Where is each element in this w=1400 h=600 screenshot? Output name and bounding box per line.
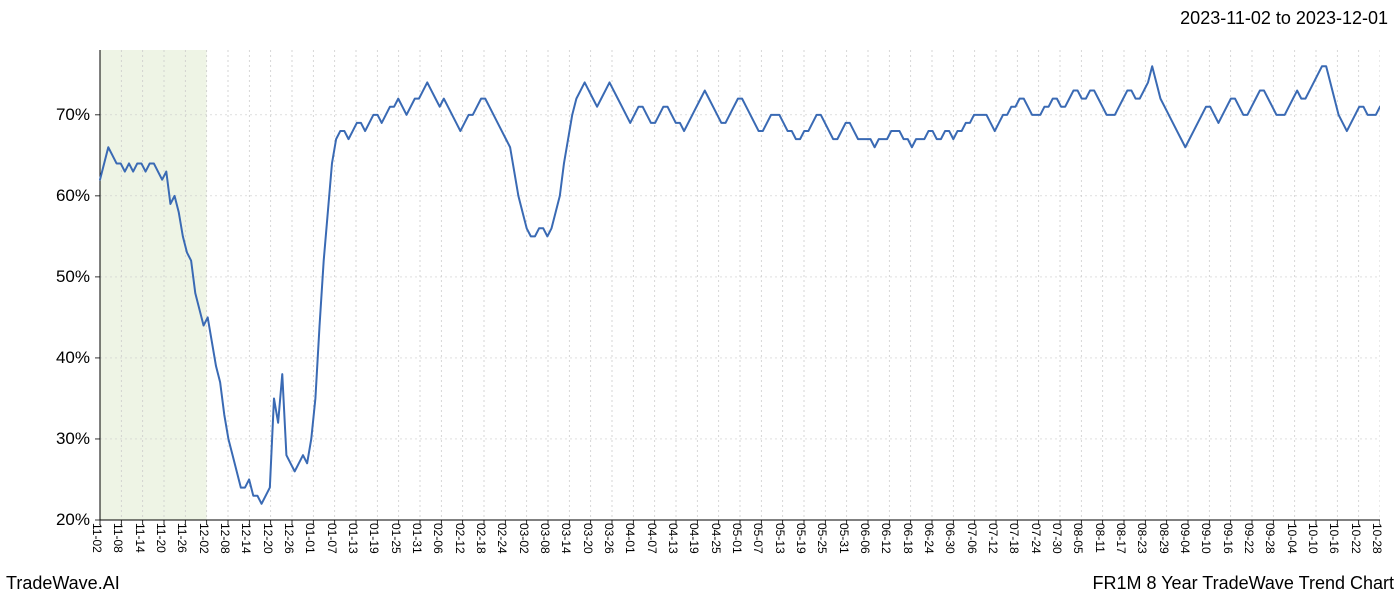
y-axis-tick-label: 70% [10,105,90,125]
trend-chart [100,50,1380,520]
x-axis-tick-label: 10-04 [1285,523,1299,554]
x-axis-tick-label: 07-30 [1050,523,1064,554]
x-axis-tick-label: 09-22 [1242,523,1256,554]
x-axis-tick-label: 05-01 [730,523,744,554]
x-axis-tick-label: 05-31 [837,523,851,554]
y-axis-tick-label: 50% [10,267,90,287]
x-axis-tick-label: 08-17 [1114,523,1128,554]
x-axis-tick-label: 07-12 [986,523,1000,554]
x-axis-tick-label: 11-26 [175,523,189,553]
y-axis-tick-label: 30% [10,429,90,449]
x-axis-tick-label: 03-02 [517,523,531,554]
x-axis-tick-label: 09-16 [1221,523,1235,554]
x-axis-tick-label: 11-14 [133,523,147,553]
x-axis-tick-label: 06-12 [879,523,893,554]
x-axis-tick-label: 07-18 [1007,523,1021,554]
x-axis-tick-label: 10-28 [1370,523,1384,554]
y-axis-tick-label: 40% [10,348,90,368]
x-axis-tick-label: 12-08 [218,523,232,554]
x-axis-tick-label: 01-01 [303,523,317,554]
x-axis-tick-label: 01-07 [325,523,339,554]
x-axis-tick-label: 06-06 [858,523,872,554]
x-axis-tick-label: 12-26 [282,523,296,554]
x-axis-tick-label: 06-18 [901,523,915,554]
x-axis-tick-label: 10-22 [1349,523,1363,554]
x-axis-tick-label: 04-01 [623,523,637,554]
y-axis-tick-label: 60% [10,186,90,206]
x-axis-tick-label: 07-06 [965,523,979,554]
x-axis-tick-label: 06-30 [943,523,957,554]
x-axis-tick-label: 03-08 [538,523,552,554]
x-axis-tick-label: 01-13 [346,523,360,554]
x-axis-tick-label: 02-06 [431,523,445,554]
x-axis-tick-label: 08-29 [1157,523,1171,554]
x-axis-tick-label: 04-13 [666,523,680,554]
x-axis-tick-label: 11-20 [154,523,168,553]
x-axis-tick-label: 04-25 [709,523,723,554]
x-axis-tick-label: 03-26 [602,523,616,554]
x-axis-tick-label: 08-11 [1093,523,1107,553]
x-axis-tick-label: 09-28 [1263,523,1277,554]
x-axis-tick-label: 12-14 [239,523,253,554]
x-axis-tick-label: 03-14 [559,523,573,554]
x-axis-tick-label: 01-19 [367,523,381,554]
x-axis-tick-label: 04-07 [645,523,659,554]
x-axis-tick-label: 11-08 [111,523,125,553]
y-axis-tick-label: 20% [10,510,90,530]
x-axis-tick-label: 07-24 [1029,523,1043,554]
x-axis-tick-label: 05-25 [815,523,829,554]
x-axis-tick-label: 05-19 [794,523,808,554]
x-axis-tick-label: 01-25 [389,523,403,554]
x-axis-tick-label: 02-12 [453,523,467,554]
x-axis-tick-label: 12-20 [261,523,275,554]
x-axis-tick-label: 05-07 [751,523,765,554]
x-axis-tick-label: 11-02 [90,523,104,553]
x-axis-tick-label: 06-24 [922,523,936,554]
x-axis-tick-label: 02-24 [495,523,509,554]
x-axis-tick-label: 10-16 [1327,523,1341,554]
chart-svg [94,50,1380,526]
x-axis-tick-label: 08-23 [1135,523,1149,554]
date-range-label: 2023-11-02 to 2023-12-01 [1180,8,1388,29]
x-axis-tick-label: 12-02 [197,523,211,554]
x-axis-tick-label: 01-31 [410,523,424,554]
x-axis-tick-label: 02-18 [474,523,488,554]
x-axis-tick-label: 03-20 [581,523,595,554]
footer-brand: TradeWave.AI [6,573,120,594]
x-axis-tick-label: 10-10 [1306,523,1320,554]
x-axis-tick-label: 08-05 [1071,523,1085,554]
x-axis-tick-label: 05-13 [773,523,787,554]
chart-title: FR1M 8 Year TradeWave Trend Chart [1093,573,1394,594]
x-axis-tick-label: 04-19 [687,523,701,554]
x-axis-tick-label: 09-04 [1178,523,1192,554]
x-axis-tick-label: 09-10 [1199,523,1213,554]
